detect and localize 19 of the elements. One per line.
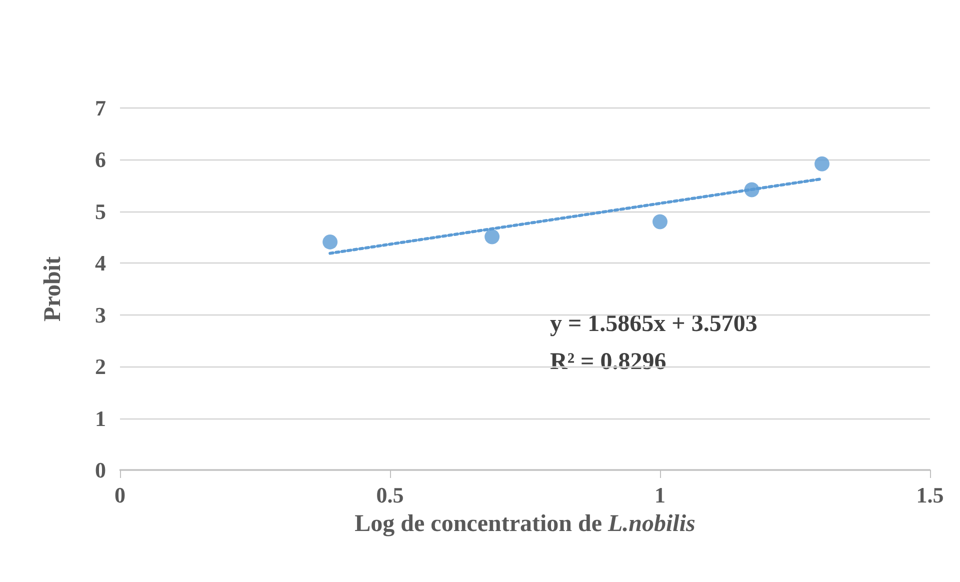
- y-tick-label: 7: [95, 96, 106, 120]
- x-tick-label: 1: [654, 482, 666, 508]
- y-tick-label: 3: [95, 302, 106, 328]
- point: [484, 229, 500, 244]
- y-tick-label: 1: [95, 406, 106, 431]
- y-tick-label: 5: [95, 198, 106, 224]
- point: [652, 214, 668, 230]
- y-tick-label: 6: [95, 147, 106, 172]
- y-tick-label: 4: [95, 250, 106, 276]
- point: [322, 234, 338, 250]
- x-axis-title: Log de concentration de L.nobilis: [354, 511, 696, 537]
- x-tick-label: 0.5: [376, 482, 404, 508]
- y-tick-label: 2: [95, 354, 106, 380]
- y-axis-title: Probit: [40, 256, 66, 322]
- point: [814, 156, 830, 172]
- y-tick-label: 0: [95, 458, 106, 482]
- x-tick-label: 1.5: [916, 482, 944, 508]
- annotation: y = 1.5865x + 3.5703: [550, 311, 758, 337]
- x-tick-label: 0: [114, 482, 126, 508]
